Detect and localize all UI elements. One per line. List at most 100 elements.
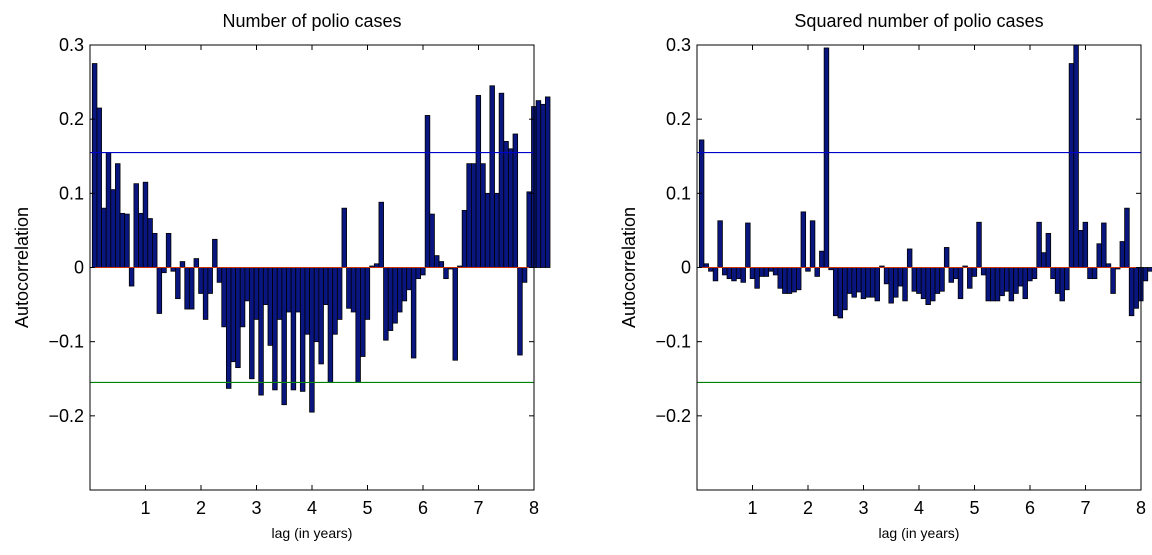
bar	[860, 267, 867, 300]
bar	[309, 267, 315, 413]
bar	[156, 267, 163, 314]
bar	[832, 267, 839, 317]
bar	[735, 267, 742, 280]
bar	[484, 192, 491, 268]
bar	[503, 141, 509, 268]
bar	[712, 267, 719, 282]
bar	[119, 212, 126, 268]
bar	[202, 267, 209, 320]
bar	[378, 201, 384, 268]
bar	[193, 258, 200, 268]
bar	[786, 267, 793, 294]
bar	[726, 267, 733, 280]
bar	[1124, 207, 1130, 268]
bar	[152, 232, 158, 268]
bar	[420, 267, 426, 276]
bar	[290, 267, 297, 391]
bar	[1036, 221, 1042, 268]
bar	[128, 267, 135, 287]
y-tick-label: 0	[74, 258, 84, 278]
bar	[1096, 243, 1102, 268]
bar	[1022, 267, 1028, 300]
bar	[517, 267, 523, 356]
bar	[930, 267, 936, 302]
bar	[360, 267, 366, 357]
bar	[874, 267, 881, 302]
bar	[101, 207, 107, 268]
bar	[1105, 263, 1112, 268]
bar	[1031, 267, 1038, 280]
bar	[184, 267, 190, 310]
bar	[383, 267, 389, 341]
y-axis-label: Autocorrelation	[12, 207, 32, 328]
bar	[91, 63, 98, 268]
bar	[1128, 267, 1135, 317]
bar	[1059, 267, 1065, 302]
bar	[990, 267, 996, 302]
bar	[796, 267, 802, 291]
bar	[1087, 267, 1093, 280]
bar	[1142, 267, 1149, 282]
bar	[1101, 222, 1107, 268]
bar	[346, 267, 352, 309]
y-tick-label: −0.2	[48, 406, 84, 426]
bar	[1050, 267, 1056, 280]
bar	[814, 267, 820, 277]
bar	[1068, 63, 1075, 268]
bar	[823, 47, 830, 268]
x-tick-label: 2	[803, 498, 813, 518]
y-tick-label: 0.3	[666, 35, 691, 55]
bar	[976, 221, 982, 268]
bar	[424, 115, 431, 268]
bar	[313, 267, 320, 343]
bar	[526, 191, 532, 268]
bar	[999, 267, 1005, 297]
bar	[332, 267, 338, 335]
bar	[96, 107, 102, 268]
bar	[934, 267, 941, 294]
bar	[350, 267, 357, 313]
bar	[842, 267, 848, 311]
bar	[179, 261, 186, 268]
bar	[406, 267, 412, 291]
bar	[235, 267, 241, 369]
bar	[198, 267, 204, 294]
bar	[299, 267, 306, 392]
bar	[772, 267, 779, 276]
bar	[851, 267, 857, 298]
bar	[1147, 267, 1152, 272]
bar	[507, 148, 514, 268]
x-tick-label: 6	[418, 498, 428, 518]
bar	[856, 267, 862, 293]
bar	[759, 267, 765, 277]
bar	[272, 267, 278, 391]
bar	[731, 267, 737, 282]
bar	[397, 267, 403, 313]
bar	[471, 163, 477, 268]
x-tick-label: 2	[196, 498, 206, 518]
bar	[763, 267, 770, 277]
bar	[906, 248, 913, 268]
bar	[994, 267, 1001, 302]
bar	[740, 267, 746, 283]
bar	[443, 267, 449, 280]
x-tick-label: 4	[307, 498, 317, 518]
bar	[239, 267, 246, 328]
bar	[327, 267, 334, 383]
bar	[281, 267, 287, 406]
y-tick-label: −0.1	[48, 332, 84, 352]
bar	[888, 267, 894, 304]
bar	[249, 267, 255, 380]
bar	[809, 220, 816, 268]
bar	[295, 267, 301, 313]
bar	[703, 263, 709, 268]
bar	[392, 267, 398, 324]
bar	[262, 267, 269, 305]
bar	[401, 267, 408, 302]
bar	[943, 247, 950, 268]
bar	[170, 267, 176, 272]
bar	[165, 232, 172, 268]
bar	[1110, 267, 1116, 294]
bar	[323, 267, 329, 305]
